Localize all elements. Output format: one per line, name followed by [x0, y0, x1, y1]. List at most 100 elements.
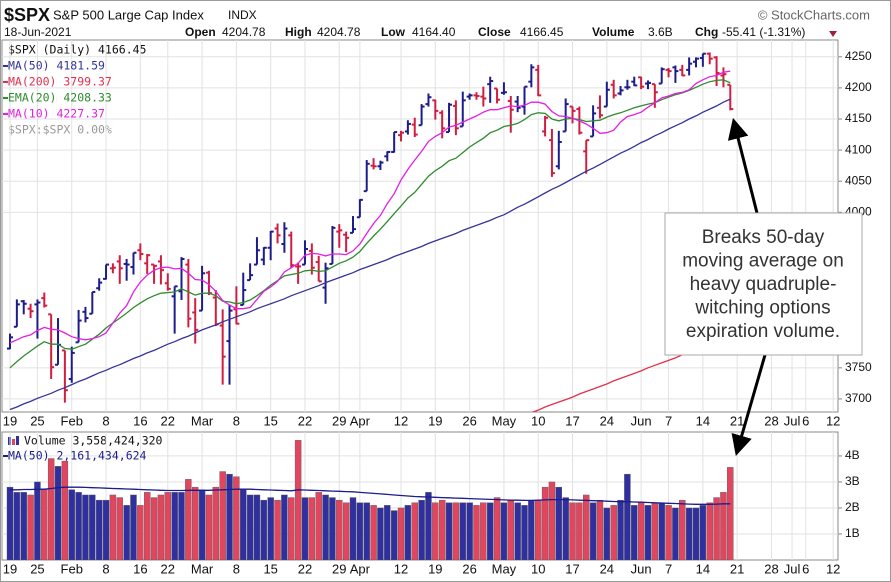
volume-bar	[672, 507, 679, 560]
index-name: S&P 500 Large Cap Index	[53, 7, 204, 22]
volume-bar	[459, 502, 466, 560]
volume-bar	[253, 494, 261, 560]
volume-icon	[12, 439, 15, 445]
volume-bar	[267, 497, 274, 560]
annotation-text: expiration volume.	[686, 321, 840, 342]
volume-bar	[233, 476, 240, 560]
x-tick-label: Jul	[784, 561, 801, 576]
x-tick-label: 8	[233, 561, 240, 576]
field-label: Open	[185, 25, 216, 39]
volume-bar	[487, 502, 494, 560]
ma-line	[9, 98, 731, 411]
field-value: 4164.40	[412, 25, 456, 39]
y-tick-label: 1B	[845, 526, 860, 540]
volume-bar	[185, 479, 192, 560]
volume-bar	[480, 502, 487, 560]
volume-bar	[205, 494, 213, 560]
volume-bar	[171, 492, 178, 560]
field-value: -55.41 (-1.31%)	[722, 25, 805, 39]
y-tick-label: 3700	[845, 391, 872, 405]
volume-bar	[34, 481, 41, 560]
x-tick-label: 22	[298, 413, 312, 428]
volume-bar	[679, 499, 686, 560]
volume-bar	[617, 499, 624, 560]
volume-bar	[226, 473, 233, 560]
volume-bar	[68, 489, 75, 560]
x-tick-label: Mar	[191, 413, 214, 428]
ma-line	[9, 79, 731, 369]
volume-bar	[425, 492, 432, 560]
x-tick-label: 12	[394, 561, 408, 576]
volume-bar	[322, 494, 329, 560]
x-tick-label: 24	[600, 561, 614, 576]
volume-bar	[548, 481, 556, 560]
ma-line	[531, 336, 731, 412]
volume-bar	[20, 492, 27, 560]
volume-bar	[706, 502, 713, 560]
volume-bar	[137, 505, 144, 560]
legend-entry: MA(10) 4227.37	[8, 107, 105, 121]
volume-bar	[713, 497, 720, 560]
volume-bar	[390, 510, 398, 560]
x-tick-label: 19	[428, 561, 442, 576]
legend-entry: MA(200) 3799.37	[8, 75, 112, 89]
volume-bar	[123, 505, 130, 560]
x-tick-label: 26	[462, 561, 476, 576]
volume-bar	[377, 507, 384, 560]
volume-bar	[27, 494, 34, 560]
volume-bar	[246, 494, 254, 560]
x-tick-label: 22	[298, 561, 312, 576]
volume-bar	[109, 494, 117, 560]
volume-bar	[288, 497, 295, 560]
volume-bar	[438, 499, 446, 560]
volume-bar	[274, 499, 281, 560]
x-tick-label: 8	[102, 561, 109, 576]
legend-title: $SPX (Daily) 4166.45	[8, 43, 146, 57]
annotation-text: witching options	[694, 298, 830, 319]
x-tick-label: 25	[30, 413, 44, 428]
volume-bar	[54, 466, 62, 560]
volume-bar	[569, 502, 576, 560]
volume-bar	[315, 492, 322, 560]
volume-bar	[624, 473, 631, 560]
ma-line	[9, 70, 731, 344]
field-label: High	[285, 25, 312, 39]
x-tick-label: 12	[826, 561, 840, 576]
volume-bar	[493, 497, 501, 560]
x-tick-label: 22	[161, 413, 175, 428]
volume-bar	[603, 507, 611, 560]
legend-entry: EMA(20) 4208.33	[8, 91, 112, 105]
volume-bar	[13, 492, 21, 560]
volume-bar	[102, 499, 110, 560]
volume-bar	[349, 497, 357, 560]
volume-bar	[116, 497, 123, 560]
volume-bar	[301, 497, 309, 560]
annotation-box	[664, 212, 863, 356]
x-tick-label: Mar	[191, 561, 214, 576]
volume-bar	[329, 497, 336, 560]
volume-bar	[514, 502, 521, 560]
volume-bar	[500, 502, 508, 560]
x-tick-label: 8	[102, 413, 109, 428]
legend-extra: $SPX:$SPX 0.00%	[8, 123, 112, 137]
volume-bar	[308, 497, 316, 560]
volume-bar	[418, 499, 425, 560]
volume-bar	[150, 497, 158, 560]
volume-bar	[363, 502, 370, 560]
x-tick-label: 14	[696, 561, 710, 576]
volume-bar	[342, 502, 350, 560]
volume-bar	[555, 486, 562, 560]
field-value: 3.6B	[648, 25, 673, 39]
volume-bar	[89, 494, 96, 560]
x-tick-label: 19	[428, 413, 442, 428]
volume-bar	[720, 492, 727, 560]
x-tick-label: 25	[30, 561, 44, 576]
x-tick-label: 21	[730, 561, 744, 576]
x-tick-label: 15	[263, 561, 277, 576]
x-tick-label: 22	[161, 561, 175, 576]
volume-bar	[164, 492, 171, 560]
y-tick-label: 4150	[845, 111, 872, 125]
volume-bar	[143, 492, 151, 560]
